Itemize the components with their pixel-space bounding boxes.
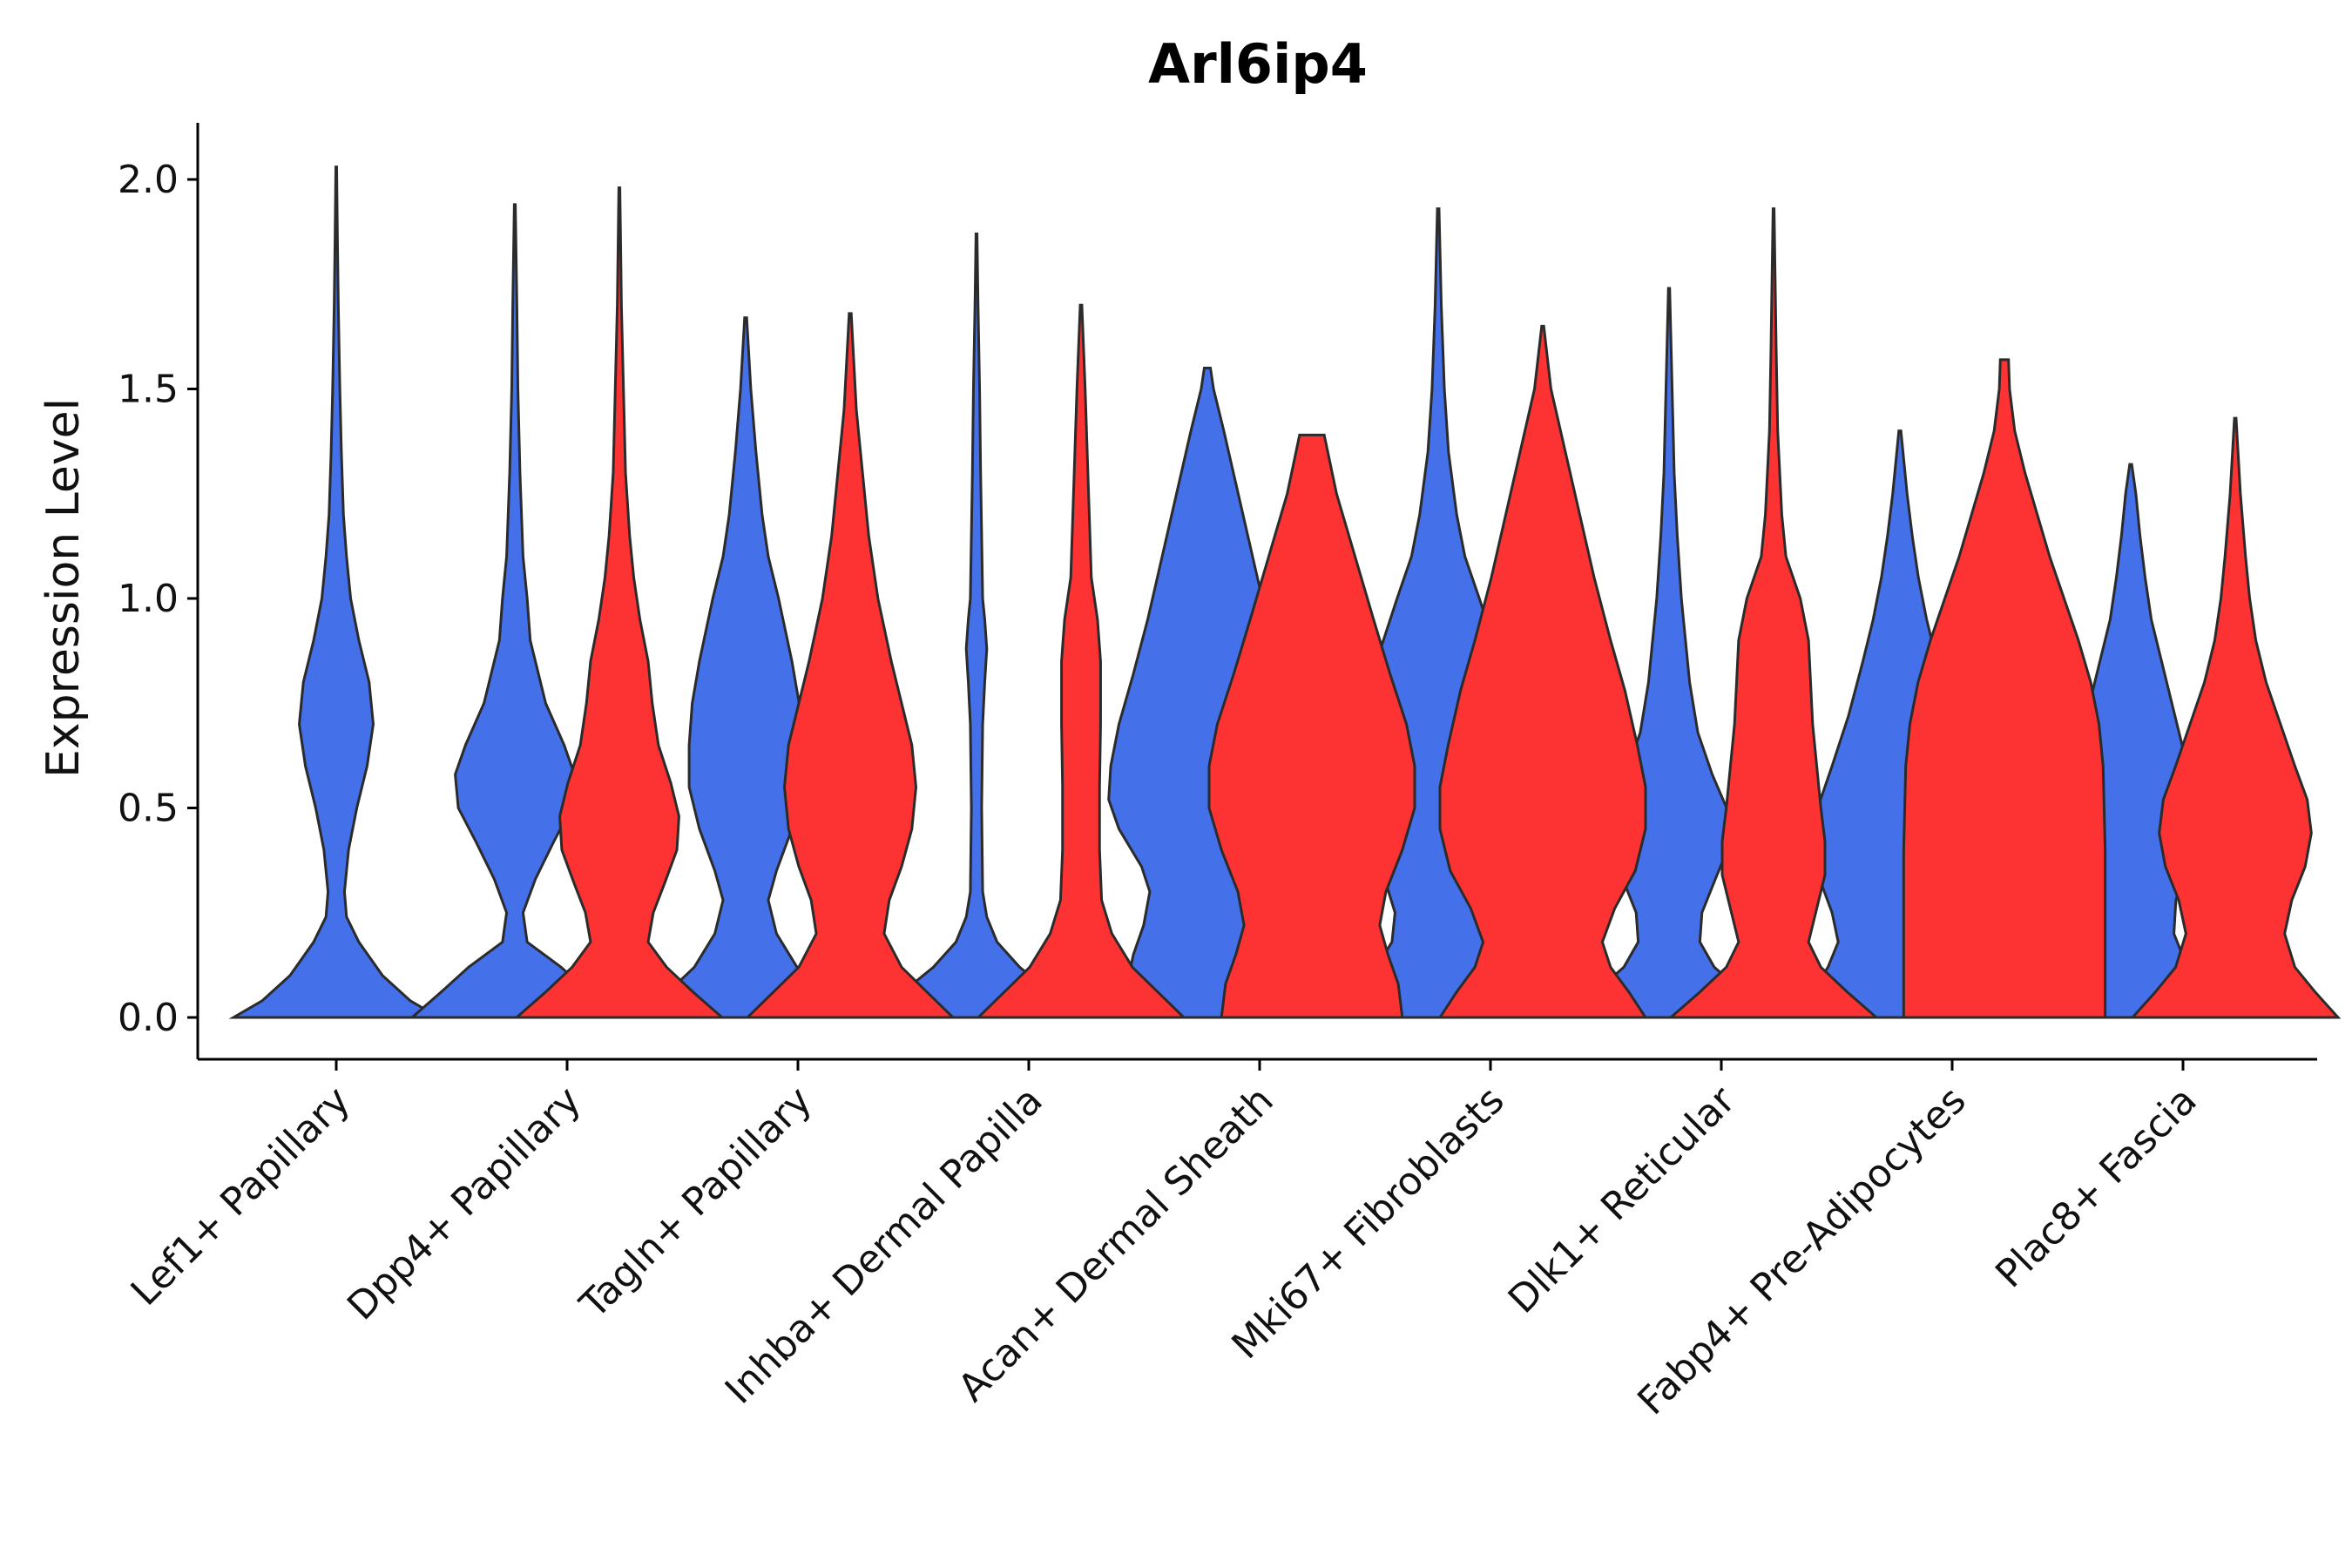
violin-red (513, 186, 726, 1019)
violin-blue (228, 166, 444, 1019)
y-tick-label: 0.5 (118, 787, 179, 831)
axes (196, 123, 2317, 1061)
violin-red (2129, 416, 2342, 1019)
violin-red (744, 312, 956, 1019)
violin-red (1437, 324, 1648, 1019)
violin-red (1667, 207, 1880, 1019)
y-ticks: 0.0 0.5 1.0 1.5 2.0 (118, 158, 198, 1040)
x-tick-label: Tagln+ Papillary (571, 1078, 821, 1328)
violin-blue (870, 233, 1083, 1019)
x-tick-label: Plac8+ Fascia (1987, 1078, 2206, 1297)
violin-red (1902, 358, 2107, 1019)
violin-red (975, 303, 1187, 1019)
chart-title: Arl6ip4 (1148, 32, 1368, 96)
x-tick-label: Dpp4+ Papillary (339, 1078, 590, 1329)
y-tick-label: 2.0 (118, 158, 179, 202)
violin-layer (228, 166, 2342, 1019)
violin-blue (639, 316, 852, 1019)
x-tick-label: Lef1+ Papillary (123, 1078, 359, 1315)
y-axis-label: Expression Level (37, 398, 90, 778)
y-tick-label: 1.5 (118, 368, 179, 412)
y-tick-label: 0.0 (118, 996, 179, 1040)
violin-red (1207, 433, 1416, 1019)
y-tick-label: 1.0 (118, 577, 179, 621)
x-tick-label: Dlk1+ Reticular (1500, 1078, 1745, 1322)
